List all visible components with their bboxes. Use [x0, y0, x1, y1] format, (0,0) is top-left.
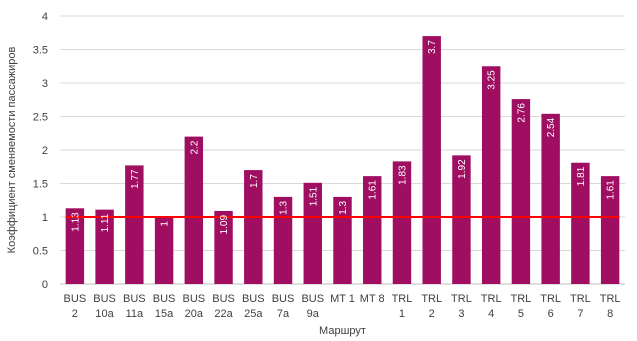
x-category-label: TRL	[600, 293, 621, 305]
x-category-label: TRL	[392, 293, 413, 305]
x-category-label: BUS	[153, 293, 176, 305]
x-axis-title: Маршрут	[319, 325, 366, 337]
bars	[65, 36, 620, 284]
x-category-label: BUS	[272, 293, 295, 305]
x-category-label: BUS	[183, 293, 206, 305]
y-tick-label: 2	[42, 145, 48, 157]
x-category-label: 4	[488, 308, 494, 320]
data-label: 1.13	[70, 212, 81, 232]
data-label: 1.7	[249, 174, 260, 188]
x-category-label: 5	[518, 308, 524, 320]
x-category-label: BUS	[123, 293, 146, 305]
data-label: 1.11	[100, 213, 111, 232]
bar	[333, 196, 352, 284]
y-axis-title: Коэффициент сменяемости пассажиров	[6, 47, 18, 254]
x-category-label: 7	[577, 308, 583, 320]
x-category-label: BUS	[212, 293, 235, 305]
bar	[481, 66, 501, 284]
data-label: 1.92	[457, 159, 468, 179]
data-label: 2.76	[516, 103, 527, 123]
x-category-label: 20a	[185, 308, 204, 320]
y-tick-label: 0	[42, 279, 48, 291]
x-category-label: 6	[548, 308, 554, 320]
data-label: 1.09	[219, 215, 230, 235]
x-category-label: 1	[399, 308, 405, 320]
y-tick-label: 4	[42, 11, 48, 23]
y-axis-ticks: 0 0.5 1 1.5 2 2.5 3 3.5 4	[33, 11, 48, 291]
bar	[422, 36, 441, 284]
y-tick-label: 1.5	[33, 179, 48, 191]
x-category-label: 15a	[155, 308, 174, 320]
y-tick-label: 1	[42, 212, 48, 224]
bar	[95, 209, 114, 284]
data-label: 1.51	[308, 186, 319, 206]
bar	[541, 113, 560, 284]
bar	[452, 155, 471, 284]
data-label: 3.7	[427, 40, 438, 54]
bar	[244, 170, 263, 284]
bar	[65, 208, 85, 284]
data-label: 1.81	[576, 166, 587, 186]
x-category-label: 25a	[244, 308, 263, 320]
bar	[392, 161, 412, 284]
data-label: 2.54	[546, 117, 557, 137]
y-tick-label: 3.5	[33, 45, 48, 57]
x-category-label: TRL	[451, 293, 472, 305]
bar	[214, 210, 233, 284]
data-label: 2.2	[189, 140, 200, 154]
y-tick-label: 0.5	[33, 246, 48, 258]
data-label: 1	[160, 221, 171, 227]
bar	[511, 99, 531, 284]
bar	[600, 176, 620, 284]
data-label: 1.61	[368, 180, 379, 200]
bar	[154, 217, 174, 284]
x-category-label: BUS	[242, 293, 265, 305]
x-category-label: 3	[458, 308, 464, 320]
x-category-label: TRL	[570, 293, 591, 305]
x-category-label: 22a	[214, 308, 233, 320]
x-category-label: BUS	[93, 293, 116, 305]
bar	[273, 196, 293, 284]
data-label: 1.83	[397, 165, 408, 185]
data-label: 1.77	[130, 169, 141, 189]
bar	[125, 165, 144, 284]
data-label: 1.3	[338, 200, 349, 214]
x-category-label: BUS	[301, 293, 324, 305]
x-category-label: 9a	[307, 308, 320, 320]
x-category-label: 10a	[95, 308, 114, 320]
data-label: 1.61	[606, 180, 617, 200]
y-tick-label: 3	[42, 78, 48, 90]
x-category-label: 7a	[277, 308, 290, 320]
data-labels: 1.13 1.11 1.77 1 2.2 1.09 1.7 1.3 1.51 1.3 1.61 1.8…	[70, 40, 616, 235]
x-category-label: 2	[72, 308, 78, 320]
x-axis-categories: BUS 2 BUS 10a BUS 11a BUS 15a BUS 20a BUS 22a BUS 25a…	[64, 293, 621, 320]
data-label: 1.3	[279, 200, 290, 214]
y-tick-label: 2.5	[33, 112, 48, 124]
x-category-label: 8	[607, 308, 613, 320]
x-category-label: TRL	[511, 293, 532, 305]
x-category-label: MT 8	[360, 293, 385, 305]
x-category-label: BUS	[64, 293, 87, 305]
bar	[571, 162, 590, 284]
x-category-label: 2	[429, 308, 435, 320]
x-category-label: MT 1	[330, 293, 355, 305]
bar	[184, 136, 204, 284]
bar	[363, 176, 382, 284]
x-category-label: 11a	[126, 308, 144, 320]
x-category-label: TRL	[481, 293, 502, 305]
x-category-label: TRL	[540, 293, 561, 305]
data-label: 3.25	[487, 70, 498, 90]
x-category-label: TRL	[421, 293, 442, 305]
bar	[303, 182, 322, 284]
